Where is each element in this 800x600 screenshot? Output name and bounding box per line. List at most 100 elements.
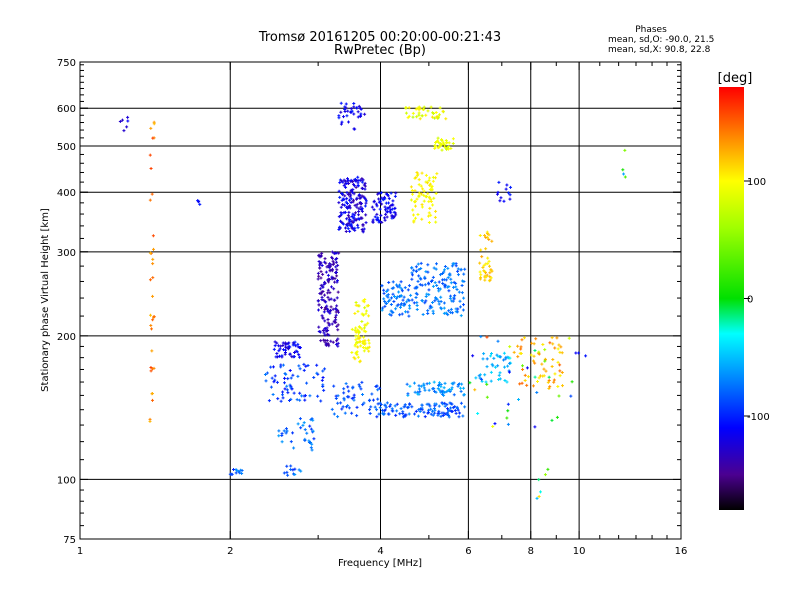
data-point	[349, 178, 353, 182]
data-point	[433, 281, 437, 285]
data-point	[535, 391, 539, 395]
data-point	[341, 405, 345, 409]
data-point	[543, 473, 547, 477]
data-point	[323, 333, 327, 337]
data-point	[345, 191, 349, 195]
data-point	[415, 301, 419, 305]
data-point	[547, 375, 551, 379]
data-point	[320, 314, 324, 318]
data-point	[410, 189, 414, 193]
data-point	[434, 296, 438, 300]
data-point	[327, 280, 331, 284]
data-point	[325, 326, 329, 330]
data-point	[452, 262, 456, 266]
data-point	[316, 394, 320, 398]
data-point	[363, 339, 367, 343]
data-point	[148, 278, 152, 282]
data-point	[339, 211, 343, 215]
data-point	[376, 216, 380, 220]
data-point	[389, 303, 393, 307]
data-point	[414, 409, 418, 413]
data-point	[440, 148, 444, 152]
data-point	[483, 278, 487, 282]
data-point	[382, 297, 386, 301]
data-point	[429, 185, 433, 189]
data-point	[267, 399, 271, 403]
data-point	[281, 343, 285, 347]
data-point	[502, 351, 506, 355]
data-point	[415, 285, 419, 289]
data-point	[375, 415, 379, 419]
data-point	[484, 275, 488, 279]
data-point	[326, 291, 330, 295]
data-point	[339, 101, 343, 105]
data-point	[421, 312, 425, 316]
data-point	[352, 101, 356, 105]
data-point	[381, 412, 385, 416]
data-point	[431, 387, 435, 391]
data-point	[417, 191, 421, 195]
data-point	[285, 346, 289, 350]
data-point	[489, 379, 493, 383]
data-point	[351, 188, 355, 192]
data-point	[363, 204, 367, 208]
data-point	[344, 106, 348, 110]
data-point	[553, 372, 557, 376]
data-point	[521, 368, 525, 372]
data-point	[430, 187, 434, 191]
data-point	[454, 411, 458, 415]
data-point	[382, 216, 386, 220]
data-point	[385, 401, 389, 405]
data-point	[322, 388, 326, 392]
data-point	[519, 347, 523, 351]
data-point	[405, 382, 409, 386]
data-point	[389, 403, 393, 407]
data-point	[427, 214, 431, 218]
data-point	[383, 403, 387, 407]
data-point	[427, 221, 431, 224]
data-point	[368, 411, 372, 415]
data-point	[444, 117, 448, 121]
data-point	[463, 405, 467, 409]
stats-heading: Phases	[635, 25, 667, 35]
data-point	[323, 257, 327, 261]
data-point	[420, 217, 424, 221]
data-point	[383, 299, 387, 303]
data-point	[434, 111, 438, 115]
data-point	[320, 378, 324, 382]
data-point	[485, 395, 489, 399]
data-point	[326, 329, 330, 333]
data-point	[151, 234, 155, 238]
data-point	[559, 345, 563, 349]
data-point	[384, 208, 388, 212]
data-point	[366, 321, 370, 325]
data-point	[352, 182, 356, 186]
data-point	[533, 425, 537, 429]
data-point	[293, 350, 297, 354]
data-point	[532, 359, 536, 363]
data-point	[310, 442, 314, 446]
data-point	[388, 205, 392, 209]
data-point	[584, 354, 588, 358]
data-point	[354, 185, 358, 189]
data-point	[331, 259, 335, 263]
data-point	[415, 174, 419, 178]
data-point	[405, 300, 409, 304]
data-point	[449, 406, 453, 410]
data-point	[350, 224, 354, 228]
data-point	[341, 115, 345, 119]
data-point	[359, 114, 363, 118]
data-point	[312, 437, 316, 441]
data-point	[444, 283, 448, 287]
data-point	[456, 408, 460, 412]
data-point	[484, 262, 488, 266]
data-point	[451, 406, 455, 410]
data-point	[442, 306, 446, 310]
data-point	[361, 230, 365, 234]
data-point	[407, 314, 411, 318]
data-point	[410, 405, 414, 409]
data-point	[419, 192, 423, 196]
data-point	[383, 304, 387, 308]
data-point	[434, 390, 438, 394]
colorbar-tick-labels: 100 0 -100	[744, 177, 770, 423]
